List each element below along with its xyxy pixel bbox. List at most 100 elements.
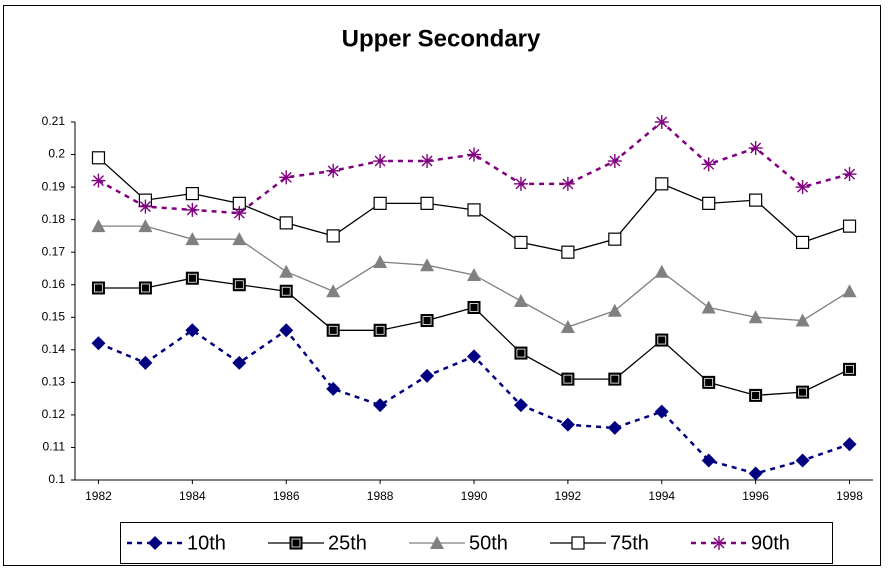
marker [430,536,444,549]
marker [654,264,669,278]
marker-shape [185,323,200,338]
marker [513,176,528,191]
marker [843,362,857,376]
marker [467,203,481,217]
marker [654,404,669,419]
y-tick-label: 0.19 [42,179,66,193]
marker-shape [609,155,621,167]
marker [326,229,340,243]
marker-shape [279,216,293,230]
marker [514,235,528,250]
marker-shape [233,207,245,219]
marker [326,323,340,337]
marker [373,323,387,337]
marker [513,398,528,413]
marker-shape [186,204,198,216]
marker [608,232,622,246]
marker-shape [91,151,106,165]
marker-shape [326,323,340,337]
marker-shape [560,417,575,432]
marker [420,314,434,328]
marker [702,375,716,389]
marker [185,232,200,246]
marker-shape [655,333,669,347]
marker-shape [92,175,104,187]
marker [185,323,200,338]
marker-shape [844,168,856,180]
legend-label: 10th [187,532,226,554]
marker-shape [607,420,622,435]
y-tick-label: 0.1 [48,472,65,486]
marker [91,336,106,351]
marker-shape [430,536,444,549]
marker [279,216,293,230]
marker-shape [375,325,385,335]
marker-shape [291,538,301,548]
marker [232,278,246,292]
marker-shape [138,219,153,233]
marker-shape [185,271,199,285]
marker [326,284,341,298]
marker [91,219,106,233]
x-tick-label: 1984 [179,489,206,503]
marker-shape [280,171,292,183]
x-tick-label: 1982 [85,489,112,503]
marker [702,196,716,210]
marker-shape [279,264,294,278]
x-tick-label: 1990 [461,489,488,503]
x-tick-label: 1986 [273,489,300,503]
marker-shape [420,368,435,383]
marker-shape [751,390,761,400]
marker [326,163,341,178]
marker [560,320,575,334]
marker-shape [232,355,247,370]
marker-shape [655,177,669,191]
marker [91,151,106,165]
x-tick-label: 1992 [555,489,582,503]
marker [701,300,716,314]
marker [148,536,162,550]
marker [795,453,810,468]
marker [701,453,716,468]
marker [654,115,669,129]
marker-shape [467,349,481,364]
marker-shape [701,453,716,468]
marker [420,368,435,383]
marker-shape [795,313,810,327]
marker [279,264,294,278]
marker-shape [748,310,763,324]
marker-shape [420,314,434,328]
marker-shape [91,281,105,295]
marker-shape [515,178,527,190]
marker [420,154,435,169]
marker-shape [797,181,809,193]
marker [701,157,716,172]
marker [185,202,200,217]
marker-shape [795,453,810,468]
marker [748,310,763,324]
marker-shape [373,254,388,268]
marker [91,281,105,295]
marker-shape [701,300,716,314]
marker [608,372,622,386]
marker-shape [141,283,150,293]
marker-shape [713,537,725,549]
marker-shape [750,142,762,154]
y-tick-label: 0.21 [42,114,66,128]
marker-shape [795,235,810,250]
marker [560,417,575,432]
marker-shape [420,196,434,210]
marker [795,180,810,195]
y-tick-label: 0.12 [42,407,66,421]
marker [232,232,247,246]
y-tick-label: 0.16 [42,277,66,291]
marker [373,154,388,169]
marker-shape [148,536,162,550]
marker-shape [749,193,763,207]
marker [796,385,810,399]
y-tick-label: 0.15 [42,309,66,323]
marker [232,206,247,221]
marker [289,536,303,550]
marker [373,398,388,413]
marker [795,313,810,327]
